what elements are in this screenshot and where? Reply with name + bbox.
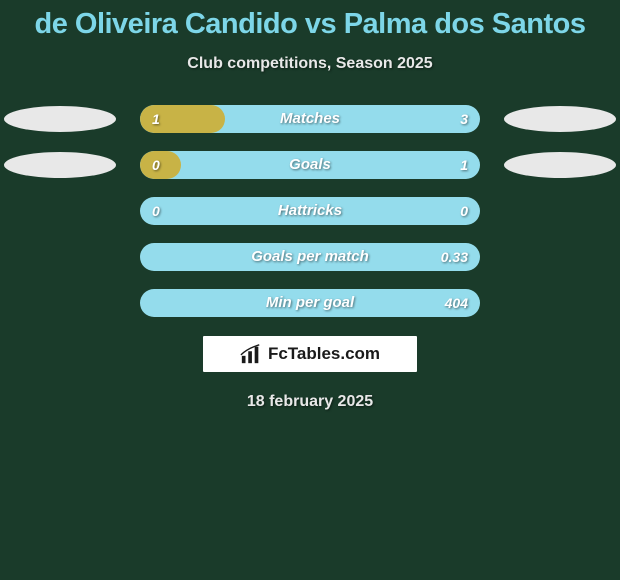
player-right-marker xyxy=(504,152,616,178)
brand-box: FcTables.com xyxy=(202,335,418,373)
stat-value-right: 1 xyxy=(460,151,468,179)
subtitle: Club competitions, Season 2025 xyxy=(0,55,620,73)
brand-text: FcTables.com xyxy=(268,344,380,364)
stat-row: Goals per match0.33 xyxy=(0,243,620,271)
stat-bar: 1Matches3 xyxy=(140,105,480,133)
player-left-marker xyxy=(4,106,116,132)
stat-bar: Goals per match0.33 xyxy=(140,243,480,271)
stat-bar: Min per goal404 xyxy=(140,289,480,317)
stat-value-right: 0.33 xyxy=(441,243,468,271)
player-left-marker xyxy=(4,152,116,178)
stat-label: Hattricks xyxy=(140,197,480,225)
stat-bar: 0Goals1 xyxy=(140,151,480,179)
stat-value-right: 3 xyxy=(460,105,468,133)
stat-label: Min per goal xyxy=(140,289,480,317)
stat-value-right: 404 xyxy=(445,289,468,317)
stat-value-right: 0 xyxy=(460,197,468,225)
stat-row: 0Hattricks0 xyxy=(0,197,620,225)
stat-bar: 0Hattricks0 xyxy=(140,197,480,225)
stat-label: Goals per match xyxy=(140,243,480,271)
stat-label: Goals xyxy=(140,151,480,179)
stats-area: 1Matches30Goals10Hattricks0Goals per mat… xyxy=(0,105,620,317)
bar-chart-icon xyxy=(240,343,262,365)
player-right-marker xyxy=(504,106,616,132)
date-text: 18 february 2025 xyxy=(0,393,620,411)
stat-row: Min per goal404 xyxy=(0,289,620,317)
stat-row: 1Matches3 xyxy=(0,105,620,133)
comparison-infographic: de Oliveira Candido vs Palma dos Santos … xyxy=(0,0,620,580)
stat-label: Matches xyxy=(140,105,480,133)
page-title: de Oliveira Candido vs Palma dos Santos xyxy=(0,0,620,41)
stat-row: 0Goals1 xyxy=(0,151,620,179)
